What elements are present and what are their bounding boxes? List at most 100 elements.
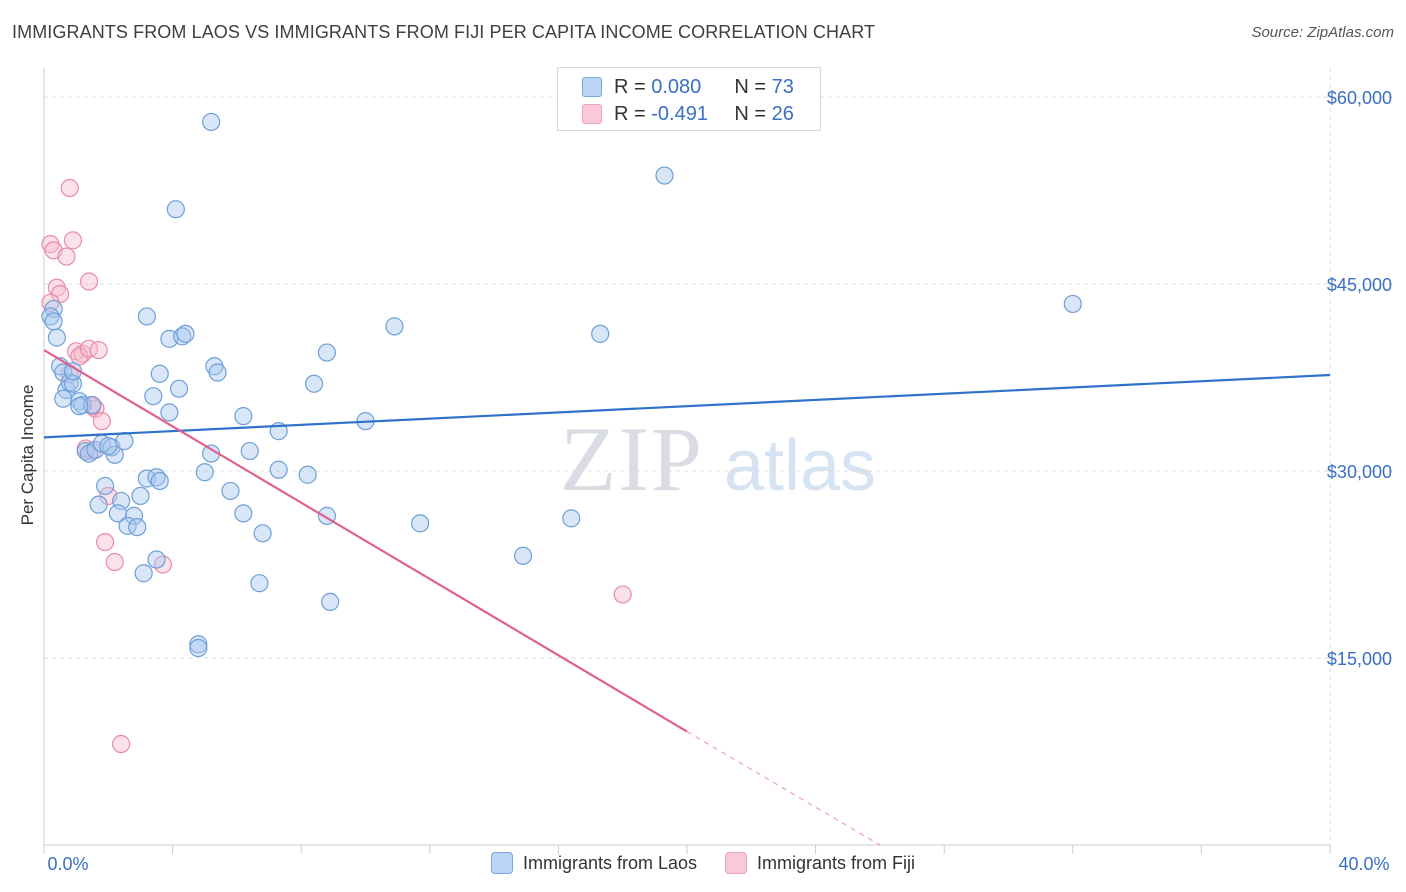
fiji-point [89,340,108,360]
laos-point [562,509,581,528]
legend-fiji-swatch [725,852,748,874]
laos-point [208,363,227,382]
laos-point [54,389,73,408]
legend-item-laos[interactable]: Immigrants from Laos [490,852,698,874]
fiji-point [105,552,124,572]
laos-point [385,317,404,336]
laos-n-value: 73 [771,75,794,98]
series-fiji-points [41,178,632,754]
laos-point [95,476,115,496]
laos-point [321,592,340,612]
laos-point [83,395,102,415]
laos-point [411,514,430,533]
laos-point [234,407,253,426]
laos-point [253,524,272,543]
laos-point [176,324,195,343]
y-tick-label: $15,000 [1327,649,1392,669]
axes [43,68,1331,854]
laos-point [221,481,240,501]
legend-laos-label: Immigrants from Laos [522,852,698,873]
fiji-point [79,272,99,291]
fiji-point [95,532,115,552]
series-laos-points [41,112,1082,658]
fiji-point [60,178,79,198]
legend-item-fiji[interactable]: Immigrants from Fiji [725,852,915,874]
x-tick-label-max: 40.0% [1338,854,1389,874]
laos-trend-line [43,373,1331,439]
x-tick-labels: 0.0% 40.0% [47,854,1389,874]
y-tick-labels: $15,000 $30,000 $45,000 $60,000 [1327,88,1392,669]
laos-n-label: N = [734,75,767,98]
laos-point [89,495,108,514]
laos-r-label: R = [614,75,646,98]
laos-point [41,307,60,326]
fiji-point [613,585,632,604]
laos-point [655,166,674,185]
laos-point [591,324,610,343]
legend-laos-swatch [490,852,513,874]
watermark: ZIP atlas [560,408,876,510]
y-tick-label: $30,000 [1327,462,1392,482]
laos-point [160,403,179,422]
fiji-trend-extension [686,731,881,846]
fiji-point [63,231,83,250]
laos-point [169,379,189,398]
stats-row-fiji: R = -0.491 N = 26 [582,101,794,127]
laos-point [137,307,156,326]
laos-point [513,546,533,565]
fiji-point [57,247,76,266]
laos-point [250,574,269,593]
fiji-trend-line [43,349,688,733]
laos-point [115,431,134,451]
laos-point [189,638,208,658]
laos-point [63,374,83,393]
laos-point [99,436,118,456]
laos-point [150,364,169,383]
laos-point [269,460,288,479]
fiji-point [112,734,131,754]
laos-point [76,441,95,461]
laos-point [173,327,192,346]
watermark-zip: ZIP [560,408,704,510]
trend-lines [43,349,1331,846]
stats-row-laos: R = 0.080 N = 73 [582,74,794,100]
laos-point [240,441,259,461]
x-tick-label-min: 0.0% [47,854,88,874]
laos-point [304,374,324,393]
chart-title: IMMIGRANTS FROM LAOS VS IMMIGRANTS FROM … [12,22,876,42]
laos-point [124,506,144,525]
laos-swatch [582,77,602,97]
laos-point [128,517,147,537]
laos-point [144,387,163,406]
fiji-n-label: N = [734,102,767,125]
bottom-legend: Immigrants from Laos Immigrants from Fij… [0,852,1406,874]
fiji-swatch [582,104,602,124]
laos-point [70,397,89,416]
laos-point [131,486,150,506]
fiji-point [92,412,111,431]
laos-point [234,504,253,523]
laos-point [134,564,153,583]
laos-point [47,328,66,347]
fiji-point [79,339,99,358]
y-tick-label: $60,000 [1327,88,1392,108]
laos-point [202,112,221,132]
fiji-point [70,347,89,366]
stats-legend-box: R = 0.080 N = 73 R = -0.491 N = 26 [557,67,821,131]
laos-point [44,312,63,331]
laos-point [1063,294,1082,314]
fiji-r-value: -0.491 [651,102,708,125]
laos-point [166,200,185,219]
laos-point [118,516,137,535]
watermark-atlas: atlas [724,426,876,506]
laos-point [317,343,337,362]
source-credit: Source: ZipAtlas.com [1251,24,1394,41]
laos-r-value: 0.080 [651,75,702,98]
fiji-n-value: 26 [771,102,794,125]
laos-point [150,471,169,491]
laos-point [298,465,317,484]
legend-fiji-label: Immigrants from Fiji [757,852,916,873]
grid-lines [44,68,1392,845]
laos-point [147,550,166,569]
